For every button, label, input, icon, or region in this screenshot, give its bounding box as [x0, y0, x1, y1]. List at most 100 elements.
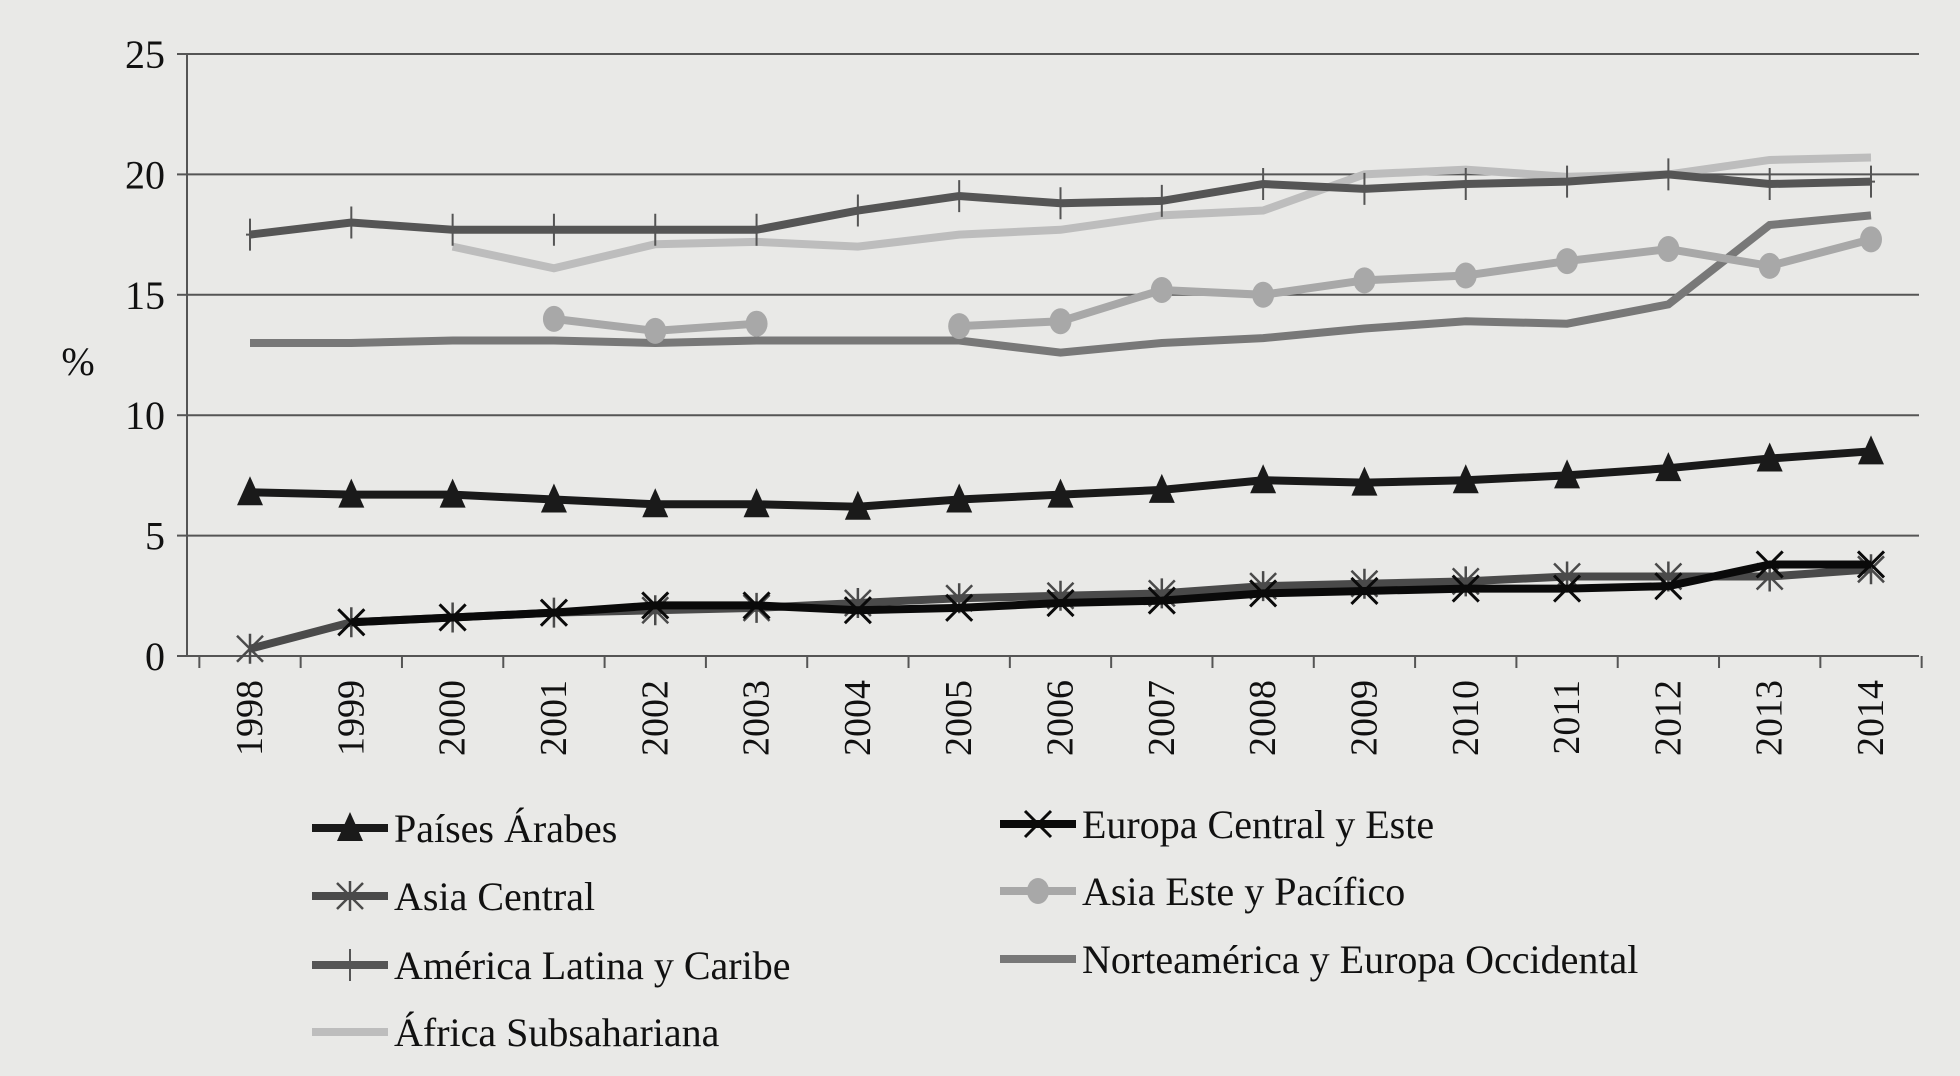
x-tick-label: 2009 — [1343, 680, 1385, 756]
circle-marker — [1860, 226, 1882, 253]
x-tick-label: 2000 — [432, 680, 474, 756]
series-europa-central-y-este — [337, 550, 1886, 637]
x-marker — [1147, 586, 1176, 615]
x-marker — [1350, 576, 1379, 606]
y-tick-label: 25 — [125, 32, 165, 77]
series-pa-ses-rabes — [237, 435, 1884, 520]
x-marker — [438, 603, 467, 632]
plus-marker — [346, 949, 354, 981]
y-tick-label: 20 — [125, 152, 165, 197]
x-marker — [843, 596, 872, 625]
series-line — [351, 560, 1871, 627]
legend-label: Países Árabes — [394, 806, 617, 851]
plus-marker — [853, 194, 862, 227]
x-tick-label: 2014 — [1850, 680, 1892, 756]
x-marker — [1451, 574, 1480, 603]
series-line — [250, 211, 1872, 357]
plus-marker — [1157, 184, 1166, 217]
triangle-marker — [1756, 442, 1783, 472]
plus-marker — [1461, 168, 1470, 201]
y-tick-label: 0 — [145, 634, 165, 679]
y-tick-label: 15 — [125, 273, 165, 318]
triangle-marker — [237, 476, 263, 506]
legend-item: África Subsahariana — [312, 1010, 720, 1055]
plus-marker — [1360, 172, 1369, 205]
legend-item: América Latina y Caribe — [312, 943, 790, 988]
x-marker — [539, 598, 568, 627]
triangle-marker — [337, 812, 363, 841]
x-tick-label: 1999 — [330, 680, 372, 756]
triangle-marker — [1554, 459, 1581, 489]
circle-marker — [1150, 276, 1173, 303]
x-marker — [1023, 809, 1053, 839]
gridlines — [187, 53, 1919, 537]
circle-marker — [542, 305, 565, 332]
series-group — [236, 153, 1886, 664]
legend-label: Asia Este y Pacífico — [1082, 869, 1405, 914]
x-tick-label: 1998 — [229, 680, 271, 756]
triangle-marker — [1655, 452, 1682, 482]
plus-marker — [1563, 165, 1572, 198]
triangle-marker — [1351, 466, 1378, 496]
legend-item: Asia Central — [312, 874, 595, 919]
legend-label: Europa Central y Este — [1082, 802, 1434, 847]
series-norteam-rica-y-europa-occidental — [250, 211, 1872, 357]
x-marker — [337, 608, 366, 637]
series-asia-este-y-pac-fico — [542, 226, 1882, 344]
triangle-marker — [540, 483, 567, 513]
legend: Países Árabes Europa Central y Este Asia C… — [312, 802, 1638, 1055]
circle-marker — [1556, 248, 1579, 275]
triangle-marker — [642, 488, 669, 518]
circle-marker — [1758, 252, 1781, 279]
x-marker — [641, 591, 670, 620]
triangle-marker — [338, 478, 365, 508]
x-tick-label: 2010 — [1445, 680, 1487, 756]
x-marker — [1249, 579, 1278, 608]
x-tick-label: 2013 — [1749, 680, 1791, 756]
x-marker — [945, 593, 974, 622]
x-marker — [1755, 550, 1784, 579]
plus-marker — [1765, 168, 1774, 201]
circle-marker — [1027, 878, 1049, 904]
triangle-marker — [743, 488, 770, 518]
circle-marker — [948, 313, 971, 340]
x-tick-label: 2002 — [634, 680, 676, 756]
x-marker — [1856, 550, 1886, 579]
series-am-rica-latina-y-caribe — [246, 158, 1875, 251]
circle-marker — [1353, 267, 1376, 294]
plus-marker — [1259, 168, 1268, 201]
plus-marker — [752, 213, 761, 246]
y-axis-label: % — [61, 339, 94, 384]
x-marker — [1654, 572, 1683, 601]
circle-marker — [1657, 236, 1680, 263]
legend-item: Asia Este y Pacífico — [1000, 869, 1405, 914]
triangle-marker — [844, 490, 871, 520]
plus-marker — [347, 206, 356, 239]
series-line — [958, 235, 1873, 331]
circle-marker — [745, 310, 768, 337]
legend-label: Norteamérica y Europa Occidental — [1082, 937, 1638, 982]
x-tick-label: 2004 — [837, 680, 879, 756]
legend-label: Asia Central — [394, 874, 595, 919]
triangle-marker — [1250, 464, 1277, 494]
legend-item: Países Árabes — [312, 806, 617, 851]
x-marker — [742, 591, 771, 620]
plus-marker — [549, 213, 558, 246]
axes: 0 5 10 15 20 25 1998 1999 2000 2001 2002 2003 2004 20… — [125, 32, 1923, 756]
circle-marker — [1252, 281, 1275, 308]
circle-marker — [1454, 262, 1477, 289]
y-tick-label: 5 — [145, 514, 165, 559]
x-tick-label: 2003 — [736, 680, 778, 756]
triangle-marker — [1858, 435, 1884, 465]
asterisk-marker — [336, 881, 364, 911]
plus-marker — [1056, 187, 1065, 220]
x-tick-label: 2006 — [1040, 680, 1082, 756]
plus-marker — [246, 218, 254, 251]
triangle-marker — [1047, 478, 1074, 508]
legend-label: África Subsahariana — [394, 1010, 720, 1055]
legend-label: América Latina y Caribe — [394, 943, 790, 988]
asterisk-marker — [236, 633, 264, 664]
plus-marker — [1664, 158, 1673, 191]
plus-marker — [1867, 165, 1875, 198]
x-marker — [1046, 588, 1075, 618]
